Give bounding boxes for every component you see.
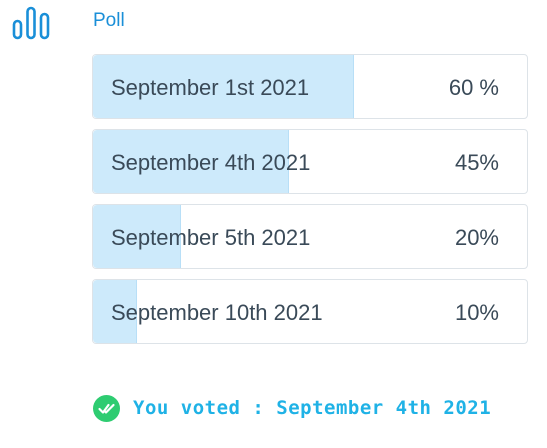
option-result-bar: [93, 55, 355, 118]
option-label: September 10th 2021: [111, 300, 323, 325]
poll-option[interactable]: September 1st 2021 60 %: [92, 54, 528, 119]
option-result-bar: [93, 205, 181, 268]
bar-chart-icon: [12, 6, 50, 40]
option-label: September 4th 2021: [111, 150, 311, 175]
option-percent: 60 %: [448, 75, 499, 100]
vote-status-text: You voted : September 4th 2021: [133, 397, 492, 419]
check-circle-icon: [93, 394, 120, 422]
option-label: September 1st 2021: [111, 75, 310, 100]
option-percent: 45%: [454, 150, 499, 175]
poll-options: September 1st 2021 60 % September 4th 20…: [92, 54, 528, 354]
poll-option[interactable]: September 4th 2021 45%: [92, 129, 528, 194]
option-label: September 5th 2021: [111, 225, 311, 250]
option-result-bar: [93, 280, 138, 343]
poll-option[interactable]: September 10th 2021 10%: [92, 279, 528, 344]
option-percent: 20%: [454, 225, 499, 250]
poll-option[interactable]: September 5th 2021 20%: [92, 204, 528, 269]
option-percent: 10%: [454, 300, 499, 325]
poll-title: Poll: [93, 10, 125, 31]
option-result-bar: [93, 130, 290, 193]
vote-status: You voted : September 4th 2021: [93, 394, 491, 422]
